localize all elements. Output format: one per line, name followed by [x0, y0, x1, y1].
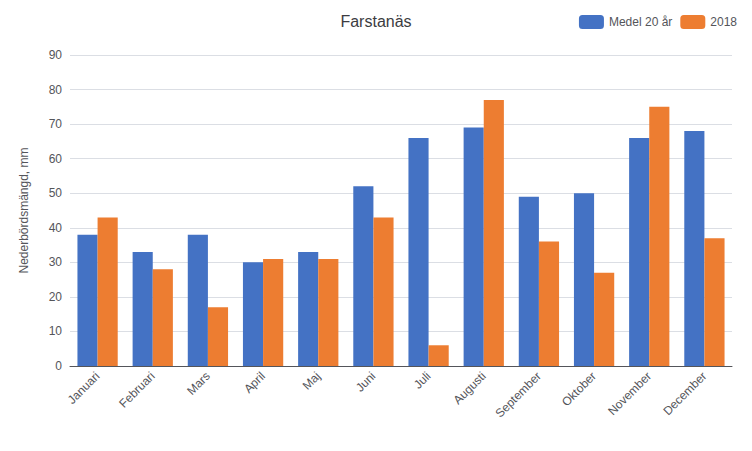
svg-text:20: 20 — [49, 290, 63, 304]
svg-text:90: 90 — [49, 48, 63, 62]
svg-text:Januari: Januari — [65, 369, 103, 407]
svg-text:December: December — [660, 369, 709, 418]
svg-text:Augusti: Augusti — [451, 369, 489, 407]
svg-text:Maj: Maj — [300, 369, 324, 393]
svg-text:70: 70 — [49, 117, 63, 131]
svg-text:Oktober: Oktober — [559, 369, 599, 409]
svg-text:September: September — [493, 369, 544, 420]
svg-text:50: 50 — [49, 186, 63, 200]
svg-text:Mars: Mars — [184, 369, 213, 398]
svg-text:November: November — [605, 369, 654, 418]
svg-text:2018: 2018 — [710, 15, 737, 29]
svg-text:10: 10 — [49, 324, 63, 338]
svg-text:April: April — [241, 369, 268, 396]
svg-text:Farstanäs: Farstanäs — [340, 13, 411, 30]
svg-text:80: 80 — [49, 83, 63, 97]
svg-text:60: 60 — [49, 152, 63, 166]
svg-text:Nederbördsmängd, mm: Nederbördsmängd, mm — [17, 147, 31, 273]
svg-text:Medel 20 år: Medel 20 år — [609, 15, 672, 29]
svg-text:Februari: Februari — [116, 369, 157, 410]
svg-text:0: 0 — [55, 359, 62, 373]
svg-text:30: 30 — [49, 255, 63, 269]
svg-text:Juli: Juli — [411, 369, 434, 392]
svg-text:Juni: Juni — [353, 369, 378, 394]
svg-text:40: 40 — [49, 221, 63, 235]
